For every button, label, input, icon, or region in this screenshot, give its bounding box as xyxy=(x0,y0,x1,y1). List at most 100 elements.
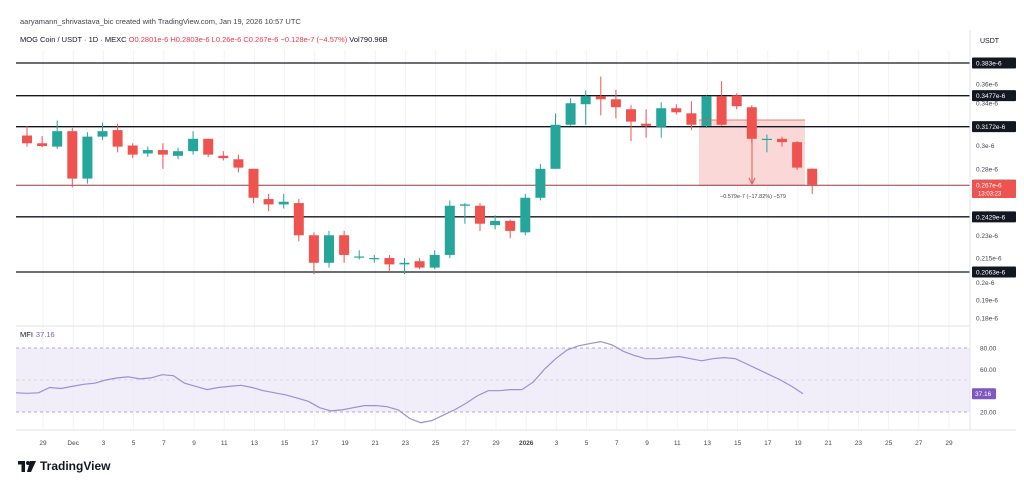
symbol-legend[interactable]: MOG Coin / USDT · 1D · MEXC O0.2801e-6 H… xyxy=(20,35,388,44)
candle-body xyxy=(278,201,289,205)
price-tick-label: 0.34e-6 xyxy=(976,101,998,108)
time-tick-label: 21 xyxy=(372,440,380,447)
candle-body xyxy=(761,138,772,141)
mfi-value-box xyxy=(972,388,996,400)
candle-body xyxy=(807,168,818,185)
mfi-value: 37.16 xyxy=(35,330,55,339)
candle-body xyxy=(459,204,470,206)
level-label-box xyxy=(972,266,1016,278)
price-tick-label: 0.28e-6 xyxy=(976,166,998,173)
measure-label: −0.579e-7 (−17.82%) −579 xyxy=(720,194,786,200)
time-tick-label: 7 xyxy=(162,440,166,447)
candle-body xyxy=(384,258,395,265)
mfi-legend[interactable]: MFI 37.16 xyxy=(20,330,55,339)
level-label-box xyxy=(972,121,1016,133)
price-tick-label: 0.2e-6 xyxy=(976,280,995,287)
time-tick-label: 21 xyxy=(825,440,833,447)
candle-body xyxy=(112,130,123,147)
candle-body xyxy=(22,135,32,144)
tradingview-logo-icon xyxy=(18,460,36,472)
time-tick-label: 3 xyxy=(102,440,106,447)
candle-body xyxy=(293,203,304,236)
level-label-box xyxy=(972,211,1016,223)
level-label: 0.383e-6 xyxy=(976,61,1002,68)
time-tick-label: 19 xyxy=(794,440,802,447)
time-tick-label: 27 xyxy=(915,440,923,447)
candle-body xyxy=(173,151,183,156)
time-tick-label: 29 xyxy=(39,440,47,447)
candle-body xyxy=(490,220,501,226)
time-tick-label: 25 xyxy=(885,440,893,447)
time-tick-label: 29 xyxy=(945,440,953,447)
price-tick-label: 0.215e-6 xyxy=(976,256,1002,263)
candle-body xyxy=(671,108,682,113)
level-label: 0.2063e-6 xyxy=(976,270,1006,277)
current-price-box xyxy=(972,180,1016,198)
candle-body xyxy=(580,96,591,105)
time-tick-label: 17 xyxy=(764,440,772,447)
candle-body xyxy=(142,150,153,154)
candle-body xyxy=(324,235,334,263)
time-tick-label: 2026 xyxy=(519,440,534,447)
candle-body xyxy=(188,138,199,152)
candle-body xyxy=(97,131,108,137)
candle-body xyxy=(716,96,727,125)
time-tick-label: 11 xyxy=(674,440,681,447)
mfi-tick-label: 80.00 xyxy=(980,346,997,353)
candle-body xyxy=(67,131,78,179)
mfi-line xyxy=(15,340,804,424)
candle-body xyxy=(127,145,138,155)
candle-body xyxy=(203,138,214,155)
symbol-name: MOG Coin / USDT · 1D · MEXC xyxy=(20,35,127,44)
price-axis[interactable]: 0.36e-6 0.34e-6 0.3e-6 0.28e-6 0.23e-6 0.215e… xyxy=(972,57,1016,323)
time-tick-label: 23 xyxy=(855,440,863,447)
candle-body xyxy=(610,99,621,108)
candle-body xyxy=(339,235,350,255)
time-tick-label: 13 xyxy=(704,440,712,447)
time-tick-label: 23 xyxy=(402,440,410,447)
candle-body xyxy=(37,143,48,147)
candles xyxy=(22,76,818,275)
candle-body xyxy=(354,256,365,258)
legend-open: O0.2801e-6 xyxy=(128,35,169,44)
mfi-value-label: 37.16 xyxy=(975,391,992,398)
candle-body xyxy=(82,136,93,179)
time-tick-label: Dec xyxy=(67,440,79,447)
time-tick-label: 7 xyxy=(615,440,619,447)
level-label: 0.2429e-6 xyxy=(976,214,1006,221)
candle-body xyxy=(475,205,485,224)
currency-label[interactable]: USDT xyxy=(980,38,1000,45)
price-tick-label: 0.19e-6 xyxy=(976,297,998,304)
candle-body xyxy=(218,155,229,159)
candle-body xyxy=(626,109,636,122)
level-label: 0.3477e-6 xyxy=(976,93,1006,100)
candle-body xyxy=(52,131,63,147)
candle-body xyxy=(792,142,803,168)
candle-body xyxy=(429,254,440,268)
candle-body xyxy=(248,168,259,198)
price-tick-label: 0.36e-6 xyxy=(976,81,998,88)
time-tick-label: 25 xyxy=(432,440,440,447)
time-tick-label: 11 xyxy=(221,440,228,447)
mfi-tick-label: 20.00 xyxy=(980,410,997,417)
candle-body xyxy=(686,113,697,125)
time-tick-label: 15 xyxy=(734,440,742,447)
legend-close: C0.267e-6 xyxy=(243,35,279,44)
candle-body xyxy=(595,96,606,100)
candle-body xyxy=(565,103,576,125)
time-axis[interactable]: 29 Dec 3 5 7 9 11 13 15 17 19 21 23 25 27 29 2026 3 5 7 9 11 1… xyxy=(39,440,953,447)
candle-body xyxy=(369,258,380,260)
chart-credit: aaryamann_shrivastava_bic created with T… xyxy=(20,17,301,26)
level-label-box xyxy=(972,57,1016,69)
legend-high: H0.2803e-6 xyxy=(170,35,210,44)
candle-body xyxy=(157,150,168,155)
time-tick-label: 13 xyxy=(251,440,259,447)
candle-body xyxy=(444,205,455,255)
mfi-label: MFI xyxy=(20,330,33,339)
candle-body xyxy=(535,168,546,198)
level-label-box xyxy=(972,90,1016,102)
horizontal-levels xyxy=(16,62,970,273)
candle-body xyxy=(641,123,652,126)
candle-body xyxy=(263,199,274,205)
